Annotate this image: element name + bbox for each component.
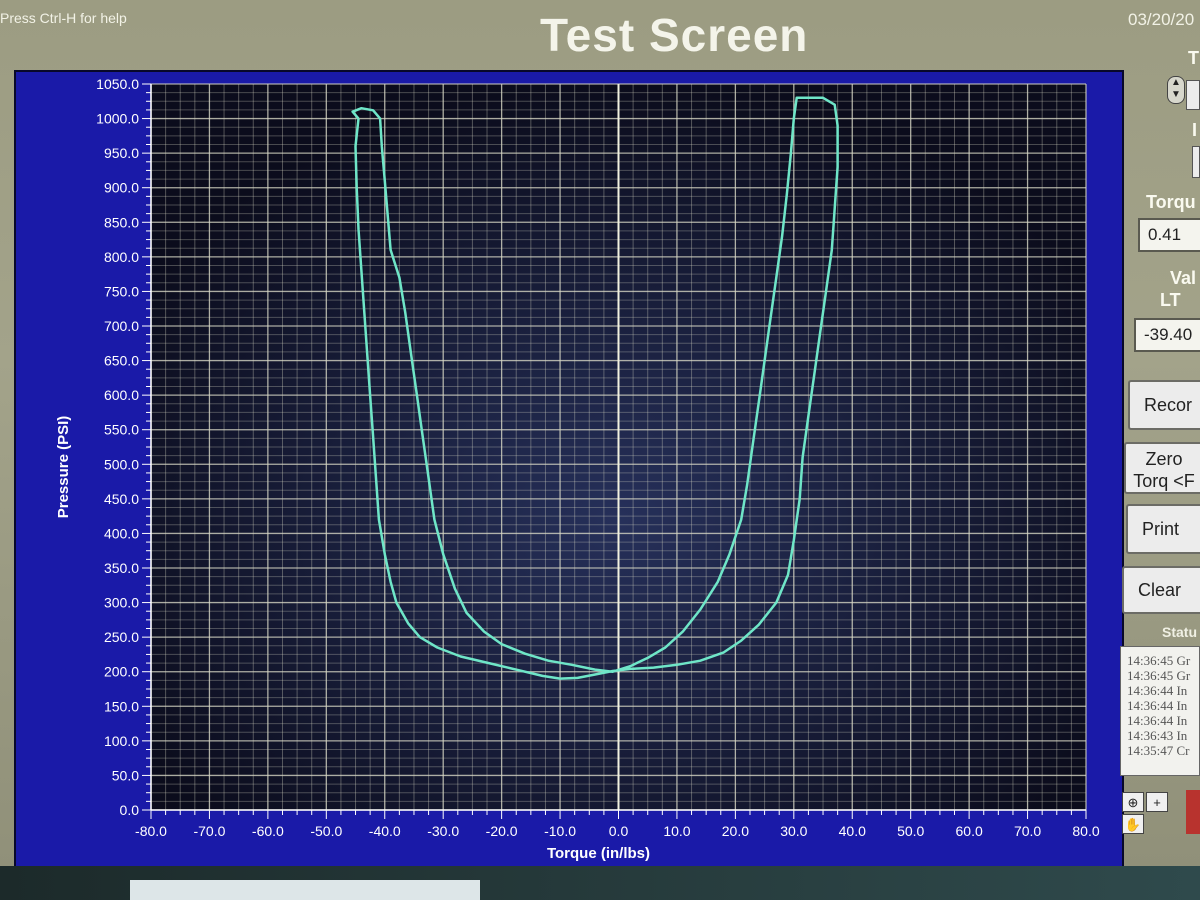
y-tick-label: 850.0 — [104, 214, 139, 230]
y-tick-label: 950.0 — [104, 145, 139, 161]
pan-tool-icon[interactable]: ✋ — [1122, 814, 1144, 834]
x-tick-label: 10.0 — [663, 823, 690, 839]
x-tick-label: 20.0 — [722, 823, 749, 839]
y-tick-label: 50.0 — [112, 767, 139, 783]
y-tick-label: 600.0 — [104, 387, 139, 403]
torque-label: Torqu — [1146, 192, 1196, 212]
y-tick-label: 350.0 — [104, 560, 139, 576]
status-line: 14:36:44 In — [1127, 683, 1188, 698]
chart-canvas[interactable]: 0.0 50.0 100.0 150.0 200.0 250.0 300.0 350.0 400… — [16, 72, 1122, 866]
x-tick-label: -80.0 — [135, 823, 167, 839]
mid-value-field[interactable] — [1192, 146, 1200, 178]
x-tick-label: -20.0 — [486, 823, 518, 839]
y-tick-label: 700.0 — [104, 318, 139, 334]
y-tick-label: 400.0 — [104, 525, 139, 541]
status-log[interactable]: 14:36:45 Gr 14:36:45 Gr 14:36:44 In 14:3… — [1120, 646, 1200, 776]
y-tick-label: 1000.0 — [96, 111, 139, 127]
x-tick-label: 0.0 — [609, 823, 629, 839]
bezel-reflection — [130, 880, 480, 900]
x-tick-label: -30.0 — [427, 823, 459, 839]
x-axis-label: Torque (in/lbs) — [547, 845, 650, 862]
x-tick-label: 70.0 — [1014, 823, 1041, 839]
y-tick-label: 0.0 — [120, 802, 140, 818]
y-tick-label: 100.0 — [104, 733, 139, 749]
x-tick-label: -70.0 — [193, 823, 225, 839]
pressure-trace-line — [351, 96, 839, 680]
x-tick-label: -60.0 — [252, 823, 284, 839]
y-axis-label: Pressure (PSI) — [55, 416, 72, 519]
zero-torque-button[interactable]: Zero Torq <F — [1124, 442, 1200, 494]
x-tick-label: 30.0 — [780, 823, 807, 839]
y-tick-label: 900.0 — [104, 180, 139, 196]
top-value-field[interactable] — [1186, 80, 1200, 110]
valve-sub-label: LT — [1160, 290, 1181, 310]
y-tick-label: 250.0 — [104, 629, 139, 645]
y-tick-label: 550.0 — [104, 422, 139, 438]
y-tick-label: 800.0 — [104, 249, 139, 265]
valve-label: Val — [1170, 268, 1197, 288]
status-label: Statu — [1162, 624, 1197, 640]
zero-button-line2: Torq <F — [1133, 471, 1195, 491]
plus-tool-icon[interactable]: + — [1146, 792, 1168, 812]
y-tick-label: 300.0 — [104, 595, 139, 611]
clear-button[interactable]: Clear — [1122, 566, 1200, 614]
page-title: Test Screen — [540, 9, 809, 61]
date-display: 03/20/20 — [1128, 10, 1195, 29]
status-line: 14:36:44 In — [1127, 698, 1188, 713]
zero-button-line1: Zero — [1145, 449, 1183, 469]
valve-value-field: -39.40 — [1134, 318, 1200, 352]
x-tick-label: -40.0 — [369, 823, 401, 839]
y-tick-label: 200.0 — [104, 664, 139, 680]
zoom-tool-icon[interactable]: ⊕ — [1122, 792, 1144, 812]
y-tick-label: 1050.0 — [96, 76, 139, 92]
top-label: T — [1188, 48, 1199, 68]
x-tick-label: 60.0 — [956, 823, 983, 839]
status-line: 14:36:43 In — [1127, 728, 1188, 743]
record-button[interactable]: Recor — [1128, 380, 1200, 430]
status-line: 14:36:45 Gr — [1127, 653, 1191, 668]
x-tick-label: 40.0 — [839, 823, 866, 839]
x-tick-label: -50.0 — [310, 823, 342, 839]
stop-button[interactable] — [1186, 790, 1200, 834]
mid-label: I — [1192, 120, 1198, 140]
status-line: 14:35:47 Cr — [1127, 743, 1190, 758]
pressure-torque-chart: 0.0 50.0 100.0 150.0 200.0 250.0 300.0 350.0 400… — [14, 70, 1124, 868]
y-tick-label: 750.0 — [104, 283, 139, 299]
y-tick-label: 150.0 — [104, 698, 139, 714]
y-tick-label: 500.0 — [104, 456, 139, 472]
print-button[interactable]: Print — [1126, 504, 1200, 554]
y-tick-label: 650.0 — [104, 353, 139, 369]
y-tick-label: 450.0 — [104, 491, 139, 507]
x-tick-label: 50.0 — [897, 823, 924, 839]
torque-value-field: 0.41 — [1138, 218, 1200, 252]
status-line: 14:36:44 In — [1127, 713, 1188, 728]
x-tick-label: -10.0 — [544, 823, 576, 839]
x-tick-label: 80.0 — [1072, 823, 1099, 839]
spinner-arrows-icon[interactable]: ▲ ▼ — [1167, 76, 1185, 104]
status-line: 14:36:45 Gr — [1127, 668, 1191, 683]
help-hint: Press Ctrl-H for help — [0, 10, 127, 26]
